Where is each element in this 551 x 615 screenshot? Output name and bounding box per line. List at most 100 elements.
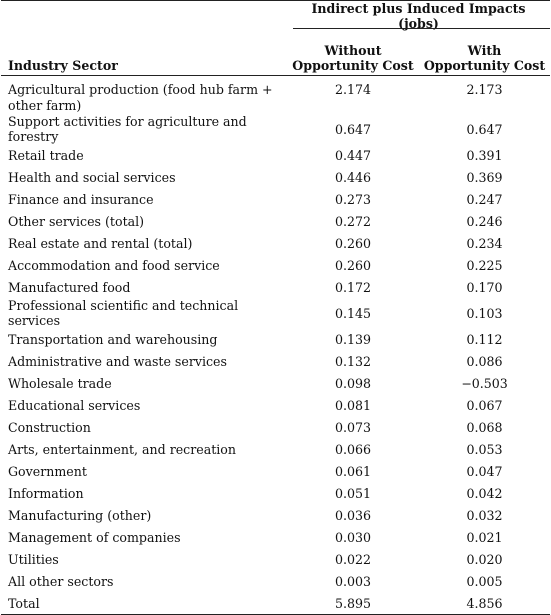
with-header-line-2: Opportunity Cost [423, 58, 546, 73]
table-row: Educational services 0.081 0.067 [1, 394, 550, 416]
with-opportunity-cost-cell: 0.247 [466, 191, 503, 207]
with-opportunity-cost-cell: 0.086 [466, 353, 503, 369]
sector-name-cell: Health and social services [8, 169, 176, 185]
without-opportunity-cost-cell: 0.073 [334, 419, 372, 435]
without-header-line-2: Opportunity Cost [292, 58, 414, 73]
without-opportunity-cost-cell: 0.273 [334, 191, 372, 207]
with-opportunity-cost-cell: 0.047 [466, 463, 503, 479]
sector-name-cell: Wholesale trade [8, 375, 112, 391]
with-opportunity-cost-cell: 0.225 [466, 257, 503, 273]
with-opportunity-cost-cell: 0.068 [466, 419, 503, 435]
sector-name-cell: Total [1, 592, 287, 615]
with-opportunity-cost-cell: 2.173 [466, 82, 503, 97]
table-row: Finance and insurance 0.273 0.247 [1, 188, 550, 210]
with-opportunity-cost-cell: 0.067 [466, 397, 503, 413]
group-header-underline [293, 28, 550, 29]
sector-name-cell: Support activities for agriculture and f… [8, 114, 247, 144]
table-row: Real estate and rental (total) 0.260 0.234 [1, 232, 550, 254]
without-opportunity-cost-cell: 0.260 [334, 235, 372, 251]
table-row: All other sectors 0.003 0.005 [1, 570, 550, 592]
without-opportunity-cost-cell: 0.132 [334, 353, 372, 369]
with-header-line-1: With [467, 43, 502, 58]
sector-name-cell: Government [8, 463, 87, 479]
without-opportunity-cost-cell: 0.647 [334, 121, 372, 137]
without-opportunity-cost-cell: 2.174 [334, 82, 372, 97]
with-opportunity-cost-cell: 0.391 [466, 147, 503, 163]
table-row: Retail trade 0.447 0.391 [1, 144, 550, 166]
sector-name-cell: Utilities [8, 551, 59, 567]
table-body: Agricultural production (food hub farm +… [1, 76, 551, 615]
sector-name-cell: Information [8, 485, 84, 501]
table-row: Information 0.051 0.042 [1, 482, 550, 504]
without-opportunity-cost-cell: 0.098 [334, 375, 372, 391]
table-row: Government 0.061 0.047 [1, 460, 550, 482]
with-opportunity-cost-cell: 0.032 [466, 507, 503, 523]
without-opportunity-cost-cell: 0.272 [334, 213, 372, 229]
sector-name-cell: Real estate and rental (total) [8, 235, 193, 251]
sector-name-cell: Construction [8, 419, 91, 435]
table-row: Total 5.895 4.856 [1, 592, 551, 615]
with-opportunity-cost-header: With Opportunity Cost [419, 31, 551, 76]
table-row: Professional scientific and technical se… [1, 298, 550, 328]
without-opportunity-cost-cell: 0.051 [334, 485, 372, 501]
table-row: Health and social services 0.446 0.369 [1, 166, 550, 188]
without-opportunity-cost-cell: 0.003 [334, 573, 372, 589]
table-header: Indirect plus Induced Impacts (jobs) Ind… [1, 0, 551, 76]
with-opportunity-cost-cell: 0.647 [466, 121, 503, 137]
sector-name-cell: Administrative and waste services [8, 353, 227, 369]
table-row: Other services (total) 0.272 0.246 [1, 210, 550, 232]
without-opportunity-cost-cell: 0.022 [334, 551, 372, 567]
without-opportunity-cost-cell: 0.172 [334, 279, 372, 295]
table-row: Manufactured food 0.172 0.170 [1, 276, 550, 298]
table-row: Wholesale trade 0.098 −0.503 [1, 372, 550, 394]
without-opportunity-cost-header: Without Opportunity Cost [287, 31, 419, 76]
with-opportunity-cost-cell: 0.042 [466, 485, 503, 501]
table-row: Arts, entertainment, and recreation 0.066… [1, 438, 550, 460]
column-header-row: Industry Sector Without Opportunity Cost… [1, 31, 551, 76]
without-opportunity-cost-cell: 0.061 [334, 463, 372, 479]
with-opportunity-cost-cell: 0.170 [466, 279, 503, 295]
table-row: Agricultural production (food hub farm +… [1, 76, 550, 115]
with-opportunity-cost-cell: 0.234 [466, 235, 503, 251]
with-opportunity-cost-cell: 0.246 [466, 213, 503, 229]
without-opportunity-cost-cell: 0.036 [334, 507, 372, 523]
table-row: Support activities for agriculture and f… [1, 114, 550, 144]
table-row: Accommodation and food service 0.260 0.225 [1, 254, 550, 276]
sector-name-cell: Manufactured food [8, 279, 131, 295]
table-row: Transportation and warehousing 0.139 0.112 [1, 328, 550, 350]
group-header-row: Indirect plus Induced Impacts (jobs) [1, 0, 551, 31]
with-opportunity-cost-cell: 0.053 [466, 441, 503, 457]
without-opportunity-cost-cell: 0.260 [334, 257, 372, 273]
with-opportunity-cost-cell: 0.112 [466, 331, 503, 347]
sector-name-cell: Transportation and warehousing [8, 331, 218, 347]
without-opportunity-cost-cell: 0.081 [334, 397, 372, 413]
table-row: Management of companies 0.030 0.021 [1, 526, 550, 548]
without-header-line-1: Without [324, 43, 382, 58]
group-header-spacer [1, 0, 287, 31]
sector-name-cell: Arts, entertainment, and recreation [8, 441, 236, 457]
without-opportunity-cost-cell: 5.895 [287, 592, 419, 615]
sector-name-cell: All other sectors [8, 573, 114, 589]
with-opportunity-cost-cell: 0.020 [466, 551, 503, 567]
with-opportunity-cost-cell: −0.503 [461, 375, 508, 391]
group-header: Indirect plus Induced Impacts (jobs) [287, 0, 551, 31]
sector-name-cell: Other services (total) [8, 213, 145, 229]
with-opportunity-cost-cell: 4.856 [419, 592, 551, 615]
with-opportunity-cost-cell: 0.021 [466, 529, 503, 545]
sector-column-header: Industry Sector [1, 31, 287, 76]
table-row: Utilities 0.022 0.020 [1, 548, 550, 570]
without-opportunity-cost-cell: 0.139 [334, 331, 372, 347]
sector-name-cell: Professional scientific and technical se… [8, 298, 239, 328]
with-opportunity-cost-cell: 0.005 [466, 573, 503, 589]
group-header-label: Indirect plus Induced Impacts (jobs) [311, 1, 526, 31]
sector-name-cell: Finance and insurance [8, 191, 154, 207]
table-row: Administrative and waste services 0.132 0.… [1, 350, 550, 372]
sector-name-cell: Manufacturing (other) [8, 507, 152, 523]
with-opportunity-cost-cell: 0.103 [466, 305, 503, 321]
with-opportunity-cost-cell: 0.369 [466, 169, 503, 185]
without-opportunity-cost-cell: 0.145 [334, 305, 372, 321]
sector-name-cell: Retail trade [8, 147, 84, 163]
without-opportunity-cost-cell: 0.447 [334, 147, 372, 163]
